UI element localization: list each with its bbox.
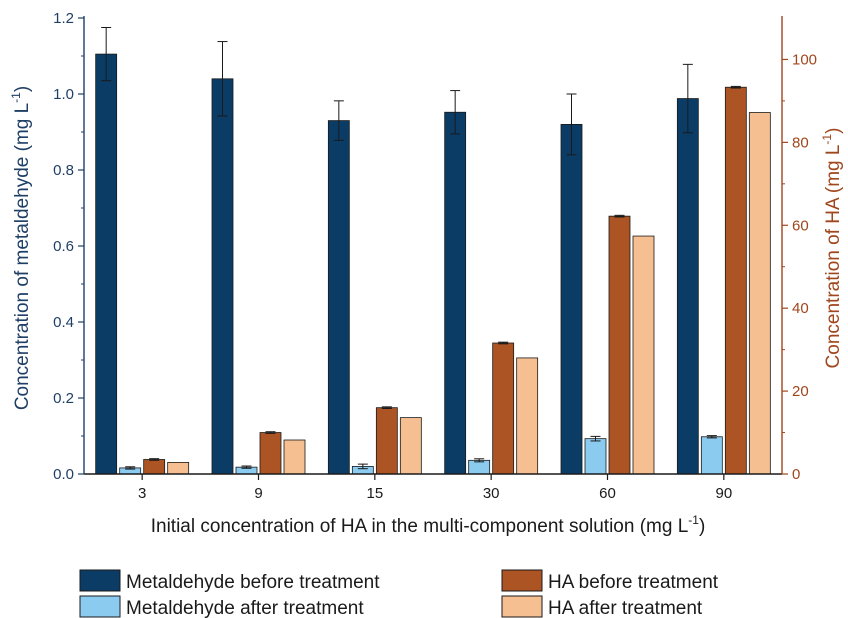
legend-item-ha-after: HA after treatment — [501, 595, 703, 618]
y-right-tick-label-1: 20 — [792, 383, 809, 400]
x-tick-label-4: 60 — [599, 485, 616, 502]
legend-item-metaldehyde-before: Metaldehyde before treatment — [79, 569, 380, 593]
legend: Metaldehyde before treatment Metaldehyde… — [79, 569, 719, 618]
y-left-tick-label-0: 0.0 — [53, 466, 74, 483]
bar-s2-0 — [143, 459, 166, 475]
y-right-tick-label-3: 60 — [792, 217, 809, 234]
legend-swatch-ha-before — [501, 569, 543, 592]
legend-item-metaldehyde-after: Metaldehyde after treatment — [79, 595, 364, 618]
bar-s1-4 — [584, 438, 607, 475]
ticks-layer: 3 9 15 30 60 90 0.0 0.2 0.4 0.6 0.8 1.0 1.2 0 20 40 60 80… — [53, 10, 817, 502]
y-left-tick-label-6: 1.2 — [53, 10, 74, 27]
bar-s2-3 — [492, 342, 515, 475]
legend-swatch-ha-after — [501, 595, 543, 618]
y-right-tick-label-5: 100 — [792, 51, 817, 68]
bar-s0-1 — [211, 78, 234, 475]
y-right-tick-label-2: 40 — [792, 300, 809, 317]
bar-s0-5 — [676, 98, 699, 475]
y-left-tick-label-5: 1.0 — [53, 86, 74, 103]
y-right-tick-label-4: 80 — [792, 134, 809, 151]
bar-s3-0 — [167, 461, 190, 475]
bar-s1-5 — [700, 436, 723, 475]
legend-swatch-metaldehyde-after — [79, 595, 121, 618]
bar-s3-4 — [632, 235, 655, 475]
y-left-tick-label-2: 0.4 — [53, 314, 74, 331]
legend-item-ha-before: HA before treatment — [501, 569, 719, 593]
y-left-tick-label-3: 0.6 — [53, 238, 74, 255]
legend-label-metaldehyde-after: Metaldehyde after treatment — [126, 598, 364, 618]
bar-s3-5 — [748, 112, 771, 475]
bar-s0-4 — [560, 124, 583, 475]
y-left-tick-label-4: 0.8 — [53, 162, 74, 179]
y-axis-left-title: Concentration of metaldehyde (mg L-1) — [9, 86, 33, 410]
y-axis-right-title: Concentration of HA (mg L-1) — [820, 128, 844, 369]
bar-s3-2 — [399, 417, 422, 475]
bar-s2-5 — [724, 86, 747, 475]
y-left-tick-label-1: 0.2 — [53, 390, 74, 407]
bar-s3-1 — [283, 439, 306, 475]
bar-s3-3 — [516, 357, 539, 475]
x-axis-title: Initial concentration of HA in the multi… — [151, 513, 706, 537]
legend-label-ha-after: HA after treatment — [548, 598, 703, 618]
x-tick-label-3: 30 — [483, 485, 500, 502]
bar-s1-3 — [468, 459, 491, 475]
legend-label-metaldehyde-before: Metaldehyde before treatment — [126, 572, 380, 593]
x-tick-label-1: 9 — [254, 485, 262, 502]
x-tick-label-0: 3 — [138, 485, 146, 502]
legend-label-ha-before: HA before treatment — [548, 572, 719, 593]
bars-layer — [95, 27, 771, 475]
y-right-tick-label-0: 0 — [792, 466, 800, 483]
bar-s2-1 — [259, 432, 282, 475]
bar-s0-3 — [444, 111, 467, 475]
bar-s2-2 — [375, 407, 398, 475]
bar-s2-4 — [608, 215, 631, 475]
bar-s0-2 — [327, 120, 350, 475]
x-tick-label-2: 15 — [366, 485, 383, 502]
x-tick-label-5: 90 — [715, 485, 732, 502]
legend-swatch-metaldehyde-before — [79, 569, 121, 592]
bar-s0-0 — [95, 53, 118, 475]
